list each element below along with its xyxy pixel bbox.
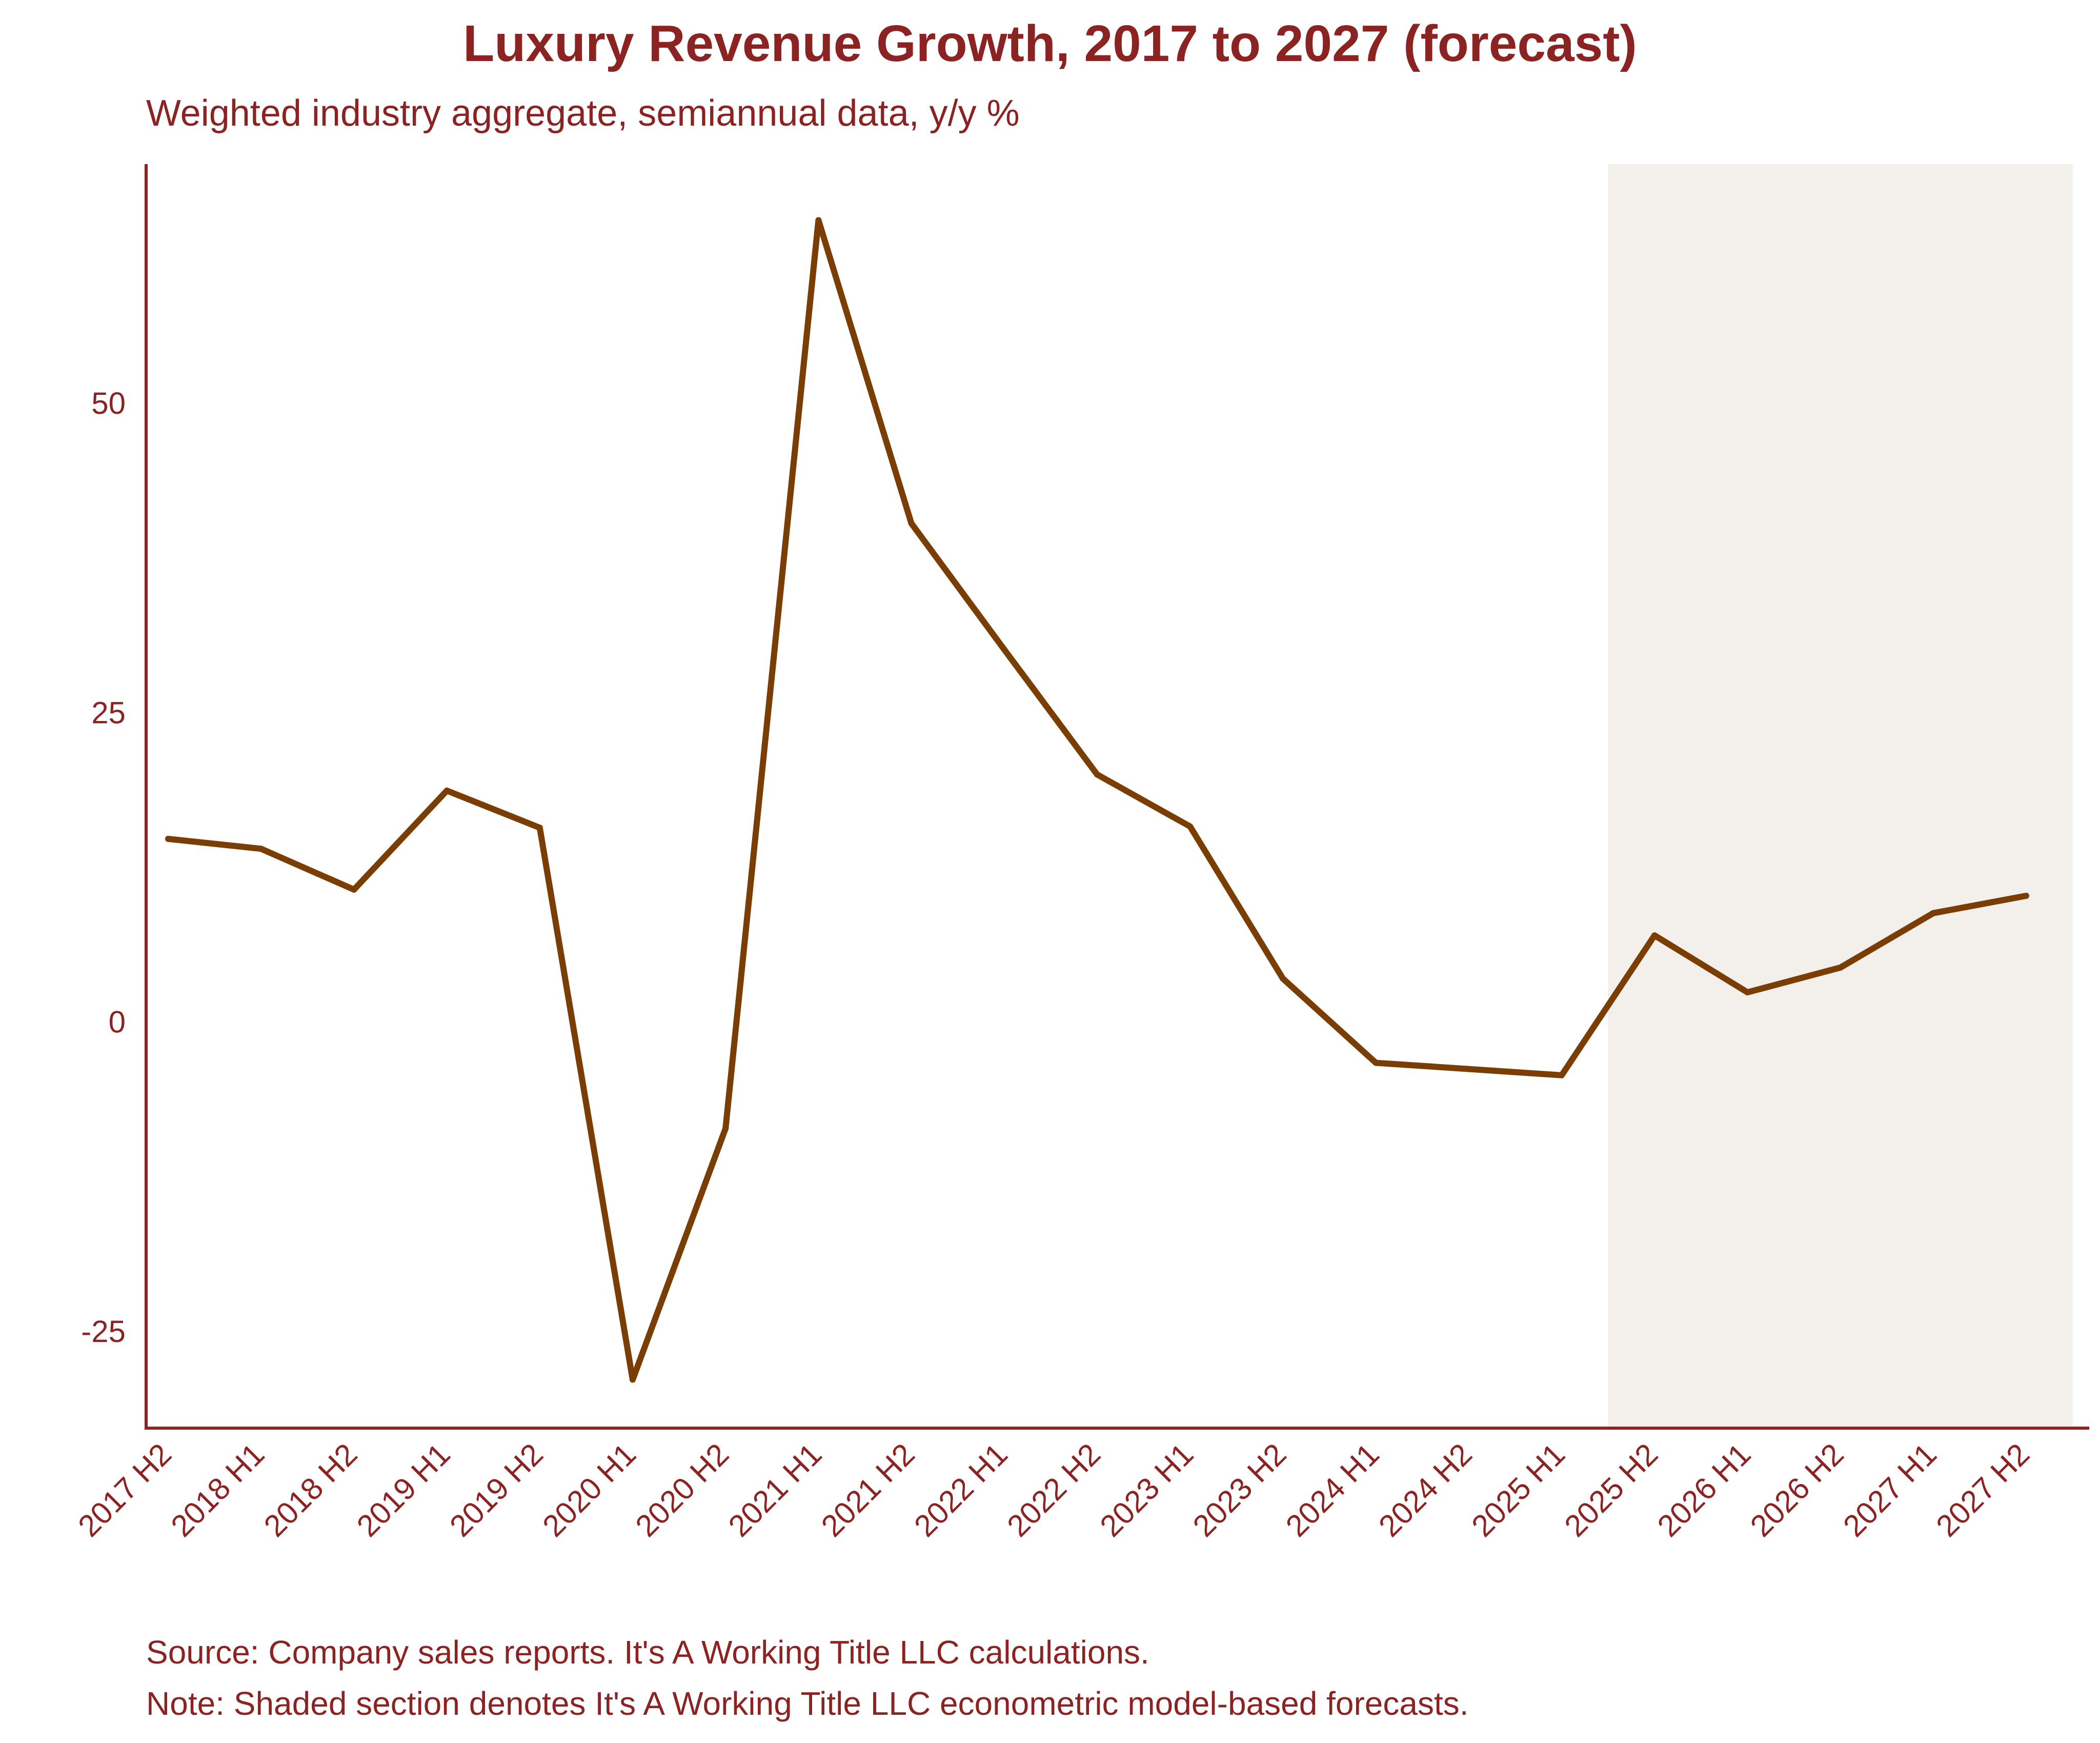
data-point — [722, 1125, 729, 1132]
x-tick-label: 2024 H2 — [1372, 1437, 1479, 1544]
data-point — [1744, 989, 1751, 996]
data-point — [443, 787, 450, 794]
data-point — [908, 520, 915, 527]
data-point — [1280, 975, 1286, 982]
x-tick-label: 2019 H2 — [443, 1437, 550, 1544]
data-point — [1094, 771, 1100, 778]
data-point — [1465, 1066, 1472, 1072]
x-tick-label: 2023 H1 — [1094, 1437, 1200, 1544]
data-point — [1651, 932, 1658, 939]
data-point — [2023, 892, 2029, 899]
y-tick-label: 25 — [91, 695, 126, 730]
x-tick-label: 2020 H2 — [629, 1437, 736, 1544]
y-tick-label: 0 — [109, 1005, 126, 1039]
x-tick-label: 2027 H1 — [1836, 1437, 1943, 1544]
x-tick-label: 2026 H2 — [1744, 1437, 1850, 1544]
x-tick-label: 2019 H1 — [350, 1437, 457, 1544]
data-point — [1559, 1072, 1565, 1078]
chart-title: Luxury Revenue Growth, 2017 to 2027 (for… — [463, 15, 1637, 72]
x-tick-label: 2021 H2 — [815, 1437, 921, 1544]
data-point — [1930, 910, 1936, 916]
forecast-note: Note: Shaded section denotes It's A Work… — [146, 1685, 1469, 1722]
chart-subtitle: Weighted industry aggregate, semiannual … — [146, 93, 1020, 134]
x-tick-label: 2022 H1 — [907, 1437, 1014, 1544]
data-point — [1187, 823, 1194, 830]
data-point — [1372, 1059, 1379, 1066]
x-tick-label: 2020 H1 — [536, 1437, 642, 1544]
x-tick-label: 2022 H2 — [1000, 1437, 1107, 1544]
x-tick-label: 2023 H2 — [1186, 1437, 1293, 1544]
data-point — [630, 1376, 636, 1383]
source-note: Source: Company sales reports. It's A Wo… — [146, 1634, 1149, 1671]
x-tick-label: 2018 H1 — [165, 1437, 271, 1544]
x-tick-label: 2026 H1 — [1651, 1437, 1758, 1544]
data-point — [1837, 964, 1844, 971]
forecast-shading — [1608, 164, 2073, 1428]
x-tick-label: 2025 H1 — [1465, 1437, 1571, 1544]
x-tick-label: 2025 H2 — [1558, 1437, 1665, 1544]
data-point — [536, 825, 543, 831]
x-tick-label: 2021 H1 — [722, 1437, 829, 1544]
data-point — [165, 835, 171, 842]
x-tick-label: 2027 H2 — [1929, 1437, 2036, 1544]
y-tick-label: 50 — [91, 386, 126, 420]
data-point — [815, 217, 822, 224]
x-tick-label: 2017 H2 — [71, 1437, 178, 1544]
data-point — [1001, 646, 1007, 653]
y-tick-label: -25 — [81, 1314, 126, 1349]
x-tick-label: 2024 H1 — [1279, 1437, 1386, 1544]
x-tick-label: 2018 H2 — [257, 1437, 364, 1544]
data-point — [351, 886, 357, 893]
data-point — [258, 846, 265, 852]
